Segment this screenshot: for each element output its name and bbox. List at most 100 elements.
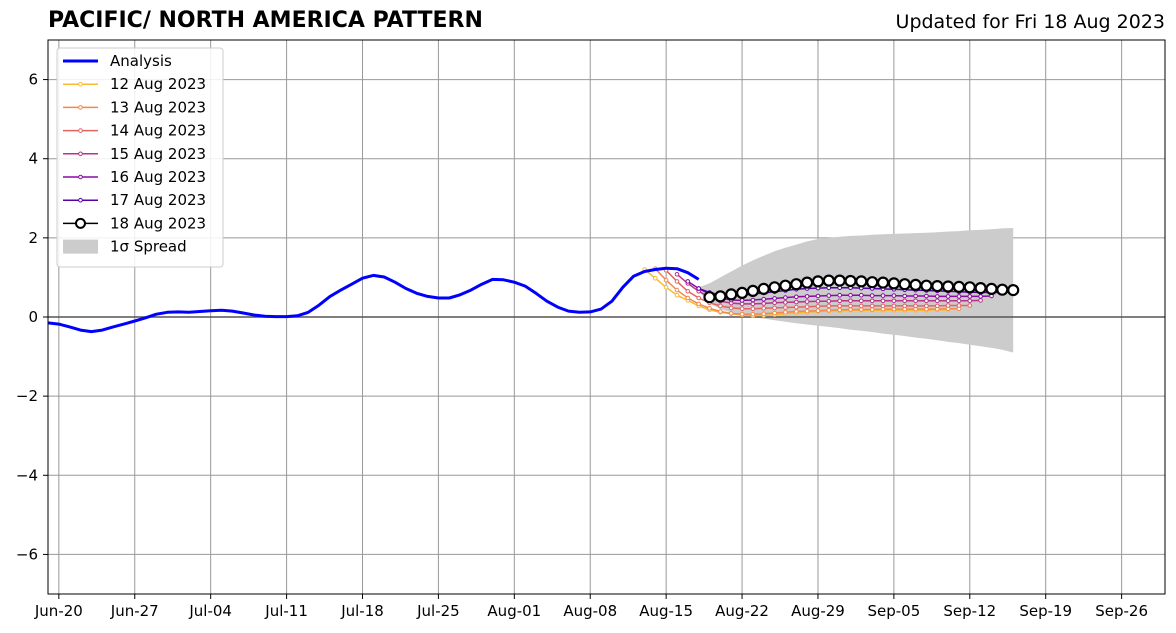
forecast-point	[750, 297, 756, 303]
x-tick-label: Sep-05	[867, 602, 920, 620]
plot-frame	[47, 39, 1166, 595]
legend-label: 15 Aug 2023	[110, 145, 206, 163]
forecast-point	[978, 294, 983, 299]
latest-forecast-point	[811, 275, 825, 288]
forecast-point	[978, 298, 983, 303]
latest-forecast-point	[822, 274, 835, 287]
legend-item: 12 Aug 2023	[63, 75, 206, 93]
updated-date: Updated for Fri 18 Aug 2023	[895, 11, 1165, 33]
legend-swatch-marker	[78, 151, 83, 157]
latest-forecast-point	[876, 276, 890, 289]
forecast-point	[794, 294, 799, 300]
latest-forecast-point	[844, 274, 857, 288]
forecast-point	[935, 294, 940, 299]
x-tick-label: Jun-20	[34, 602, 83, 620]
forecast-point	[804, 299, 810, 304]
forecast-point	[696, 301, 702, 307]
forecast-point	[739, 298, 745, 303]
latest-forecast-point	[757, 282, 770, 295]
latest-forecast-point	[898, 278, 911, 291]
legend-label: 13 Aug 2023	[110, 98, 206, 116]
legend-item: 15 Aug 2023	[63, 145, 206, 163]
legend-label: Analysis	[110, 52, 172, 70]
forecast-point	[718, 309, 723, 314]
latest-forecast-point	[779, 279, 792, 292]
latest-forecast-point	[866, 276, 879, 289]
forecast-point	[848, 292, 853, 298]
forecast-point	[880, 298, 886, 304]
forecast-point	[696, 295, 702, 301]
forecast-point	[728, 305, 734, 311]
forecast-point	[956, 303, 962, 308]
latest-forecast-point	[963, 281, 976, 294]
forecast-point	[935, 298, 940, 304]
forecast-point	[707, 306, 712, 311]
forecast-point	[783, 310, 788, 315]
forecast-point	[880, 303, 886, 309]
latest-forecast-point	[920, 279, 933, 292]
forecast-point	[685, 295, 691, 301]
legend-item: 13 Aug 2023	[63, 98, 206, 116]
forecast-point	[837, 307, 843, 313]
forecast-point	[859, 292, 864, 298]
forecast-point	[685, 279, 691, 284]
forecast-point	[924, 298, 929, 304]
forecast-point	[902, 293, 908, 299]
forecast-point	[859, 298, 864, 304]
latest-forecast-point	[941, 280, 955, 293]
forecast-point	[913, 293, 918, 299]
forecast-point	[761, 301, 767, 306]
forecast-point	[967, 294, 973, 299]
legend-item: 14 Aug 2023	[63, 122, 206, 140]
forecast-point	[750, 306, 756, 312]
forecast-point	[902, 303, 908, 309]
forecast-point	[924, 303, 929, 309]
latest-forecast-point	[887, 277, 901, 290]
forecast-point	[794, 299, 799, 305]
forecast-point	[826, 293, 832, 298]
legend-label: 18 Aug 2023	[110, 214, 206, 232]
latest-forecast-point	[974, 282, 987, 295]
x-tick-label: Sep-19	[1019, 602, 1072, 620]
forecast-point	[815, 304, 821, 309]
latest-forecast-point	[714, 290, 727, 303]
forecast-point	[869, 307, 875, 312]
analysis-line	[48, 266, 700, 334]
legend-label: 16 Aug 2023	[110, 168, 206, 186]
y-tick-label: −6	[16, 545, 38, 563]
forecast-point	[685, 289, 691, 294]
legend-label: 14 Aug 2023	[110, 122, 206, 140]
forecast-point	[848, 298, 853, 304]
forecast-point	[913, 303, 918, 309]
legend-label: 17 Aug 2023	[110, 191, 206, 209]
forecast-point	[859, 307, 864, 312]
legend-swatch-marker	[78, 197, 83, 203]
latest-forecast-point	[952, 280, 966, 293]
forecast-point	[761, 296, 767, 302]
x-tick-label: Aug-22	[715, 602, 769, 620]
x-tick-label: Jul-04	[188, 602, 232, 620]
forecast-point	[772, 305, 777, 311]
forecast-point	[783, 305, 788, 310]
x-tick-label: Sep-26	[1095, 602, 1148, 620]
forecast-point	[880, 293, 886, 298]
forecast-point	[837, 298, 843, 304]
forecast-point	[956, 298, 962, 304]
forecast-point	[967, 298, 973, 304]
forecast-point	[837, 292, 843, 298]
legend-swatch-marker	[78, 81, 83, 87]
forecast-point	[967, 303, 973, 308]
forecast-point	[837, 303, 843, 309]
forecast-point	[945, 294, 951, 299]
legend-item: 16 Aug 2023	[63, 168, 206, 186]
latest-forecast-point	[985, 282, 998, 295]
forecast-point	[674, 272, 680, 277]
forecast-point	[956, 294, 962, 299]
forecast-point	[653, 275, 658, 281]
y-tick-label: −2	[16, 387, 38, 405]
x-tick-label: Jul-11	[264, 602, 308, 620]
forecast-point	[761, 306, 767, 311]
chart-title: PACIFIC/ NORTH AMERICA PATTERN	[48, 8, 483, 33]
